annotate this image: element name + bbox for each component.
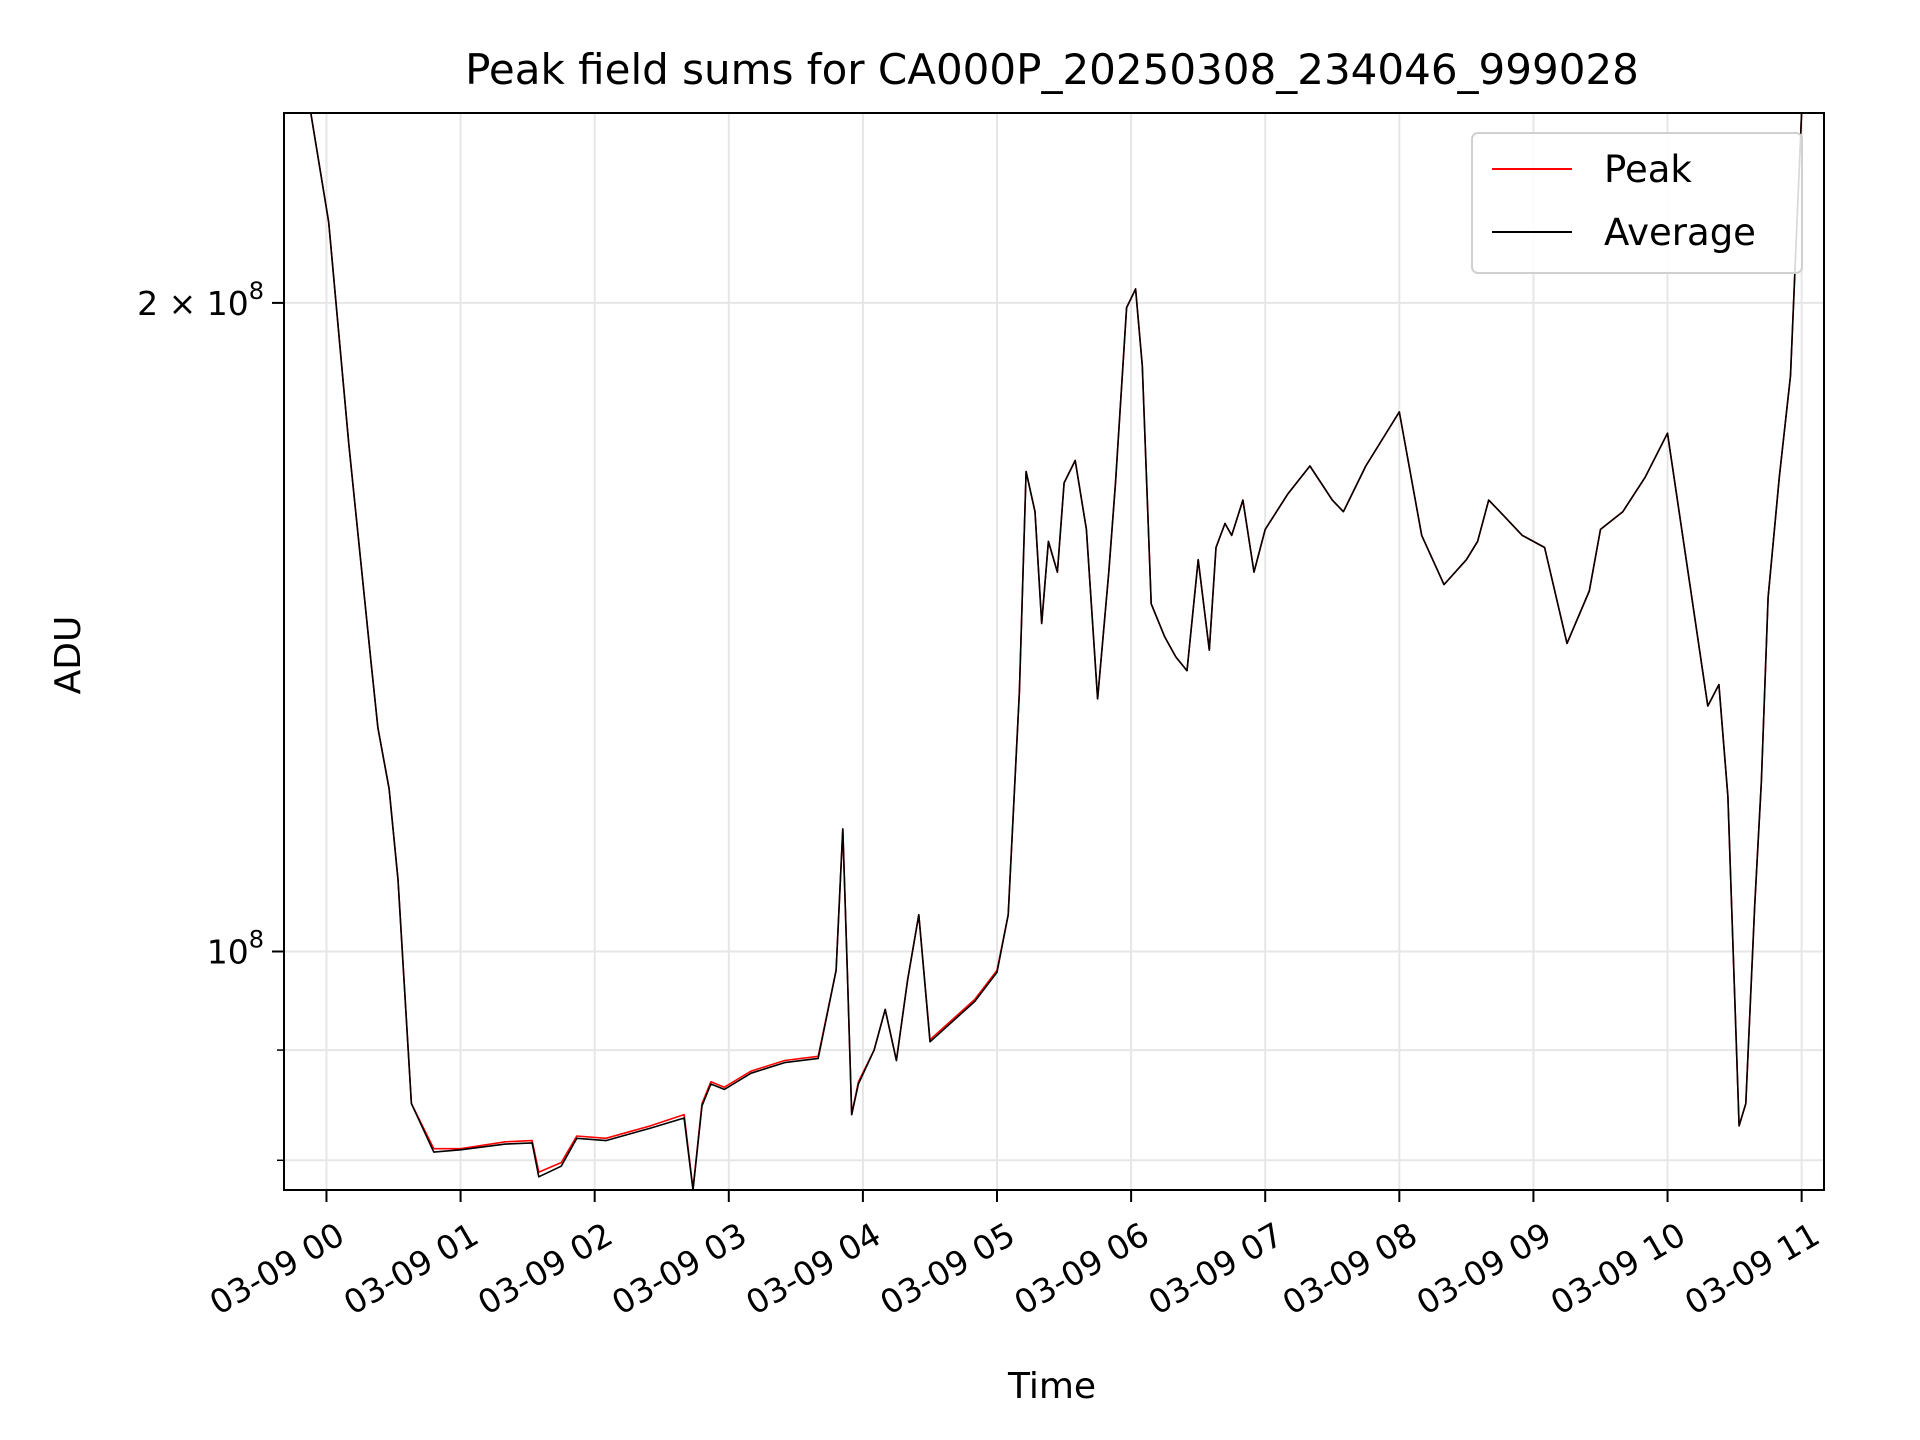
chart-title: Peak field sums for CA000P_20250308_2340… (465, 45, 1639, 94)
series-line-average (310, 113, 1803, 1190)
y-axis-label: ADU (48, 616, 89, 695)
legend-label-peak: Peak (1604, 148, 1692, 191)
y-tick-label: 2 × 108 (137, 277, 264, 323)
plot-frame (283, 112, 1825, 1191)
legend: Peak Average (1471, 132, 1803, 274)
plot-lines (310, 113, 1803, 1190)
grid (284, 113, 1824, 1190)
x-axis-label: Time (1007, 1366, 1096, 1407)
legend-label-average: Average (1604, 211, 1756, 254)
